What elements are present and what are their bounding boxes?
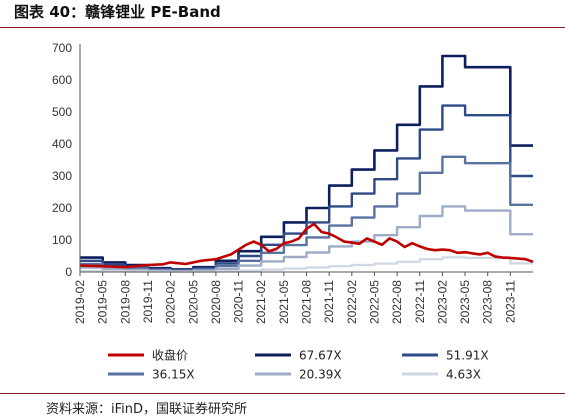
x-tick-label: 2019-08 — [118, 280, 132, 324]
legend-label-0: 收盘价 — [152, 348, 188, 363]
x-tick-label: 2021-05 — [277, 280, 291, 324]
x-tick-label: 2021-11 — [322, 280, 336, 323]
x-tick-label: 2021-02 — [254, 280, 268, 324]
y-tick-label: 600 — [52, 73, 72, 87]
series-line-0 — [79, 222, 534, 269]
figure-title: 图表 40：赣锋锂业 PE-Band — [14, 3, 221, 21]
x-tick-label: 2019-05 — [96, 280, 110, 324]
y-tick-label: 0 — [65, 265, 72, 279]
x-tick-label: 2019-02 — [73, 280, 87, 324]
x-tick-label: 2020-02 — [164, 280, 178, 324]
axes: 0 100 200 300 400 500 600 700 2019-02 2019-05 2019… — [52, 41, 533, 324]
y-tick-label: 200 — [52, 201, 72, 215]
x-tick-label: 2022-11 — [413, 280, 427, 323]
legend: 收盘价 67.67X 51.91X 36.15X 20.39X 4.63X — [108, 348, 489, 382]
x-tick-label: 2023-05 — [458, 280, 472, 324]
y-tick-label: 700 — [52, 41, 72, 55]
x-tick-label: 2020-05 — [186, 280, 200, 324]
x-tick-label: 2019-11 — [141, 280, 155, 323]
plot-lines — [79, 54, 534, 273]
y-tick-label: 500 — [52, 105, 72, 119]
footer-rule — [0, 393, 565, 394]
legend-label-4: 20.39X — [299, 368, 342, 382]
x-tick-label: 2023-08 — [481, 280, 495, 324]
legend-label-5: 4.63X — [446, 368, 481, 382]
x-tick-label: 2022-05 — [367, 280, 381, 324]
legend-label-3: 36.15X — [152, 368, 195, 382]
y-tick-label: 400 — [52, 137, 72, 151]
x-tick-label: 2022-02 — [345, 280, 359, 324]
x-tick-label: 2022-08 — [390, 280, 404, 324]
title-rule — [0, 27, 565, 28]
x-tick-label: 2023-11 — [503, 280, 517, 323]
y-tick-label: 100 — [52, 233, 72, 247]
x-tick-label: 2021-08 — [300, 280, 314, 324]
x-tick-label: 2020-08 — [209, 280, 223, 324]
y-tick-label: 300 — [52, 169, 72, 183]
legend-label-1: 67.67X — [299, 349, 342, 363]
x-tick-label: 2020-11 — [232, 280, 246, 323]
source-note: 资料来源：iFinD，国联证券研究所 — [46, 402, 248, 417]
x-tick-label: 2023-02 — [435, 280, 449, 324]
legend-label-2: 51.91X — [446, 349, 489, 363]
pe-band-chart: 0 100 200 300 400 500 600 700 2019-02 2019-05 2019… — [52, 41, 534, 382]
